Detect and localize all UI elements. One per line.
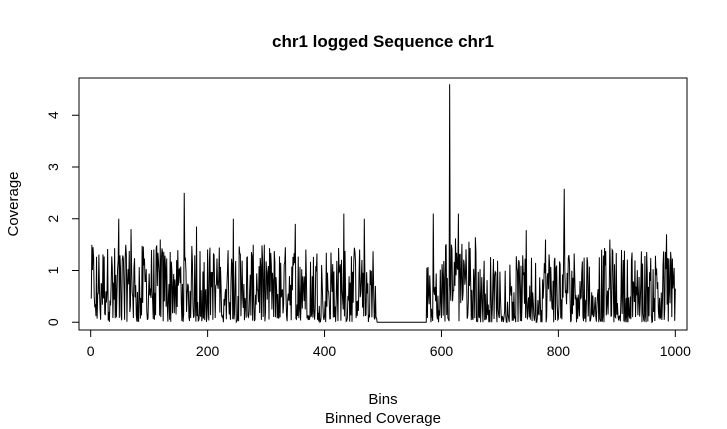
y-axis: 0 1 2 3 4 xyxy=(45,111,80,326)
chart-subtitle: Binned Coverage xyxy=(325,410,441,427)
y-axis-label: Coverage xyxy=(5,171,22,236)
y-tick-label: 3 xyxy=(45,163,61,171)
y-tick-label: 1 xyxy=(45,266,61,274)
y-tick-label: 4 xyxy=(45,111,61,119)
x-axis-label: Bins xyxy=(368,391,397,408)
y-tick-label: 2 xyxy=(45,215,61,223)
x-tick-label: 200 xyxy=(196,343,220,359)
x-tick-label: 0 xyxy=(87,343,95,359)
coverage-series-line xyxy=(90,84,676,324)
x-axis: 0 200 400 600 800 1000 xyxy=(87,329,691,359)
y-tick-label: 0 xyxy=(45,318,61,326)
x-tick-label: 400 xyxy=(313,343,337,359)
x-tick-label: 800 xyxy=(547,343,571,359)
chart-title: chr1 logged Sequence chr1 xyxy=(272,32,494,51)
x-tick-label: 600 xyxy=(430,343,454,359)
x-tick-label: 1000 xyxy=(660,343,691,359)
